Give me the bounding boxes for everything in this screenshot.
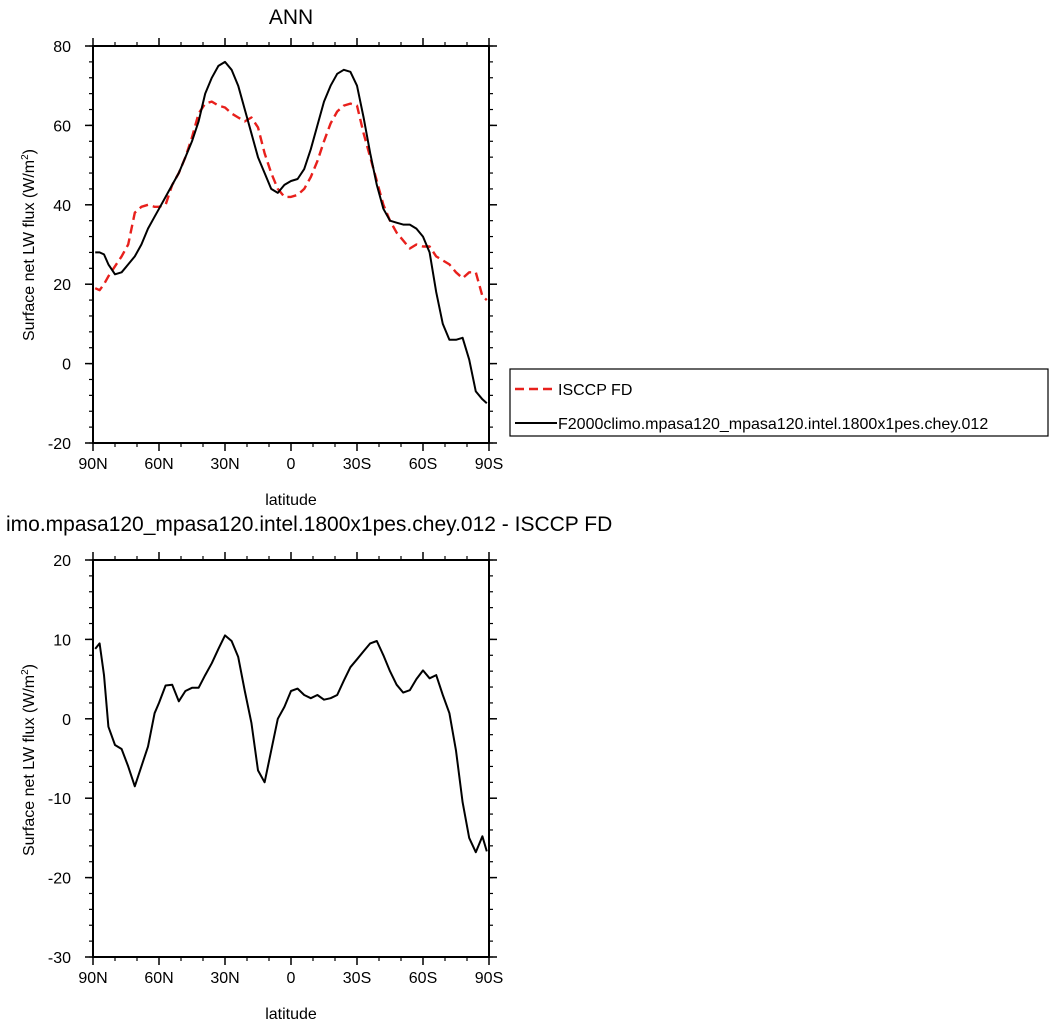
legend-label-model: F2000climo.mpasa120_mpasa120.intel.1800x… [558,416,988,433]
legend-label-isccp: ISCCP FD [558,382,632,399]
top-chart-x-tick-label: 90S [475,456,503,473]
top-chart: ANN 90N 60N 30N 0 30S 60S 90S 80 60 40 20 0 -20 lat… [20,6,503,509]
top-chart-x-axis-label: latitude [265,492,317,509]
bottom-chart-y-tick-label: -20 [48,871,71,888]
bottom-chart-x-tick-label: 90S [475,970,503,987]
bottom-chart-x-tick-label: 90N [78,970,107,987]
bottom-chart-x-tick-label: 60S [409,970,437,987]
top-chart-title: ANN [269,6,313,29]
bottom-chart-y-tick-label: 10 [53,632,71,649]
top-chart-y-axis-label-close: ) [21,149,38,154]
top-chart-x-tick-labels: 90N 60N 30N 0 30S 60S 90S [78,456,503,473]
legend: ISCCP FD F2000climo.mpasa120_mpasa120.in… [509,368,1049,437]
top-chart-x-tick-label: 30N [210,456,239,473]
top-chart-y-tick-label: 40 [53,198,71,215]
bottom-chart: imo.mpasa120_mpasa120.intel.1800x1pes.ch… [6,513,612,1023]
bottom-chart-x-tick-label: 30S [343,970,371,987]
bottom-chart-y-tick-label: 0 [62,712,71,729]
bottom-chart-ticks [85,552,497,965]
top-chart-series [94,60,488,405]
top-chart-y-axis-label: Surface net LW flux (W/m2) [20,149,38,341]
bottom-chart-y-tick-labels: 20 10 0 -10 -20 -30 [48,553,71,967]
top-chart-y-tick-label: 20 [53,277,71,294]
bottom-chart-x-axis-label: latitude [265,1006,317,1023]
top-chart-ticks [85,38,497,451]
bottom-chart-x-tick-label: 30N [210,970,239,987]
bottom-chart-y-tick-label: -10 [48,791,71,808]
top-chart-y-tick-label: 60 [53,118,71,135]
bottom-chart-y-axis-label: Surface net LW flux (W/m2) [20,664,38,856]
bottom-chart-series-line [94,634,488,854]
top-chart-x-tick-label: 0 [287,456,296,473]
legend-box [509,368,1049,437]
bottom-chart-y-tick-label: -30 [48,950,71,967]
bottom-chart-x-tick-labels: 90N 60N 30N 0 30S 60S 90S [78,970,503,987]
bottom-chart-x-tick-label: 0 [287,970,296,987]
top-chart-plot-frame [92,45,490,444]
top-chart-y-tick-labels: 80 60 40 20 0 -20 [48,39,71,453]
bottom-chart-x-tick-label: 60N [144,970,173,987]
top-chart-y-tick-label: -20 [48,436,71,453]
bottom-chart-y-axis-label-close: ) [21,664,38,669]
top-chart-x-tick-label: 60N [144,456,173,473]
bottom-chart-plot-frame [92,559,490,958]
top-chart-y-tick-label: 0 [62,357,71,374]
top-chart-x-tick-label: 30S [343,456,371,473]
top-chart-x-tick-label: 60S [409,456,437,473]
top-chart-x-tick-label: 90N [78,456,107,473]
bottom-chart-series [94,634,488,854]
bottom-chart-y-axis-label-text: Surface net LW flux (W/m [21,675,38,856]
top-chart-series-line [95,60,488,405]
top-chart-y-axis-label-superscript: 2 [20,154,31,160]
bottom-chart-y-axis-label-superscript: 2 [20,669,31,675]
bottom-chart-title: imo.mpasa120_mpasa120.intel.1800x1pes.ch… [6,513,612,536]
bottom-chart-y-tick-label: 20 [53,553,71,570]
top-chart-series-line [94,100,488,301]
top-chart-y-tick-label: 80 [53,39,71,56]
top-chart-y-axis-label-text: Surface net LW flux (W/m [21,160,38,341]
